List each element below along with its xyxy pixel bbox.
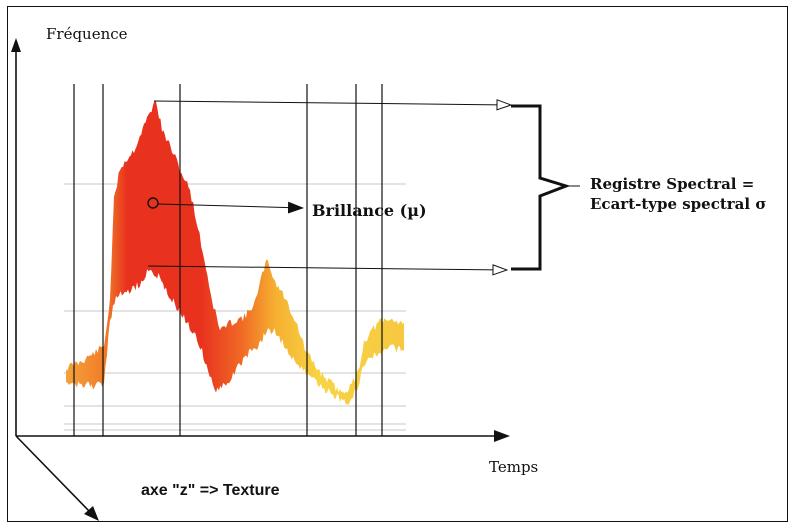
frequency-axis-label: Fréquence [46, 25, 128, 43]
register-label-line2: Ecart-type spectral σ [590, 195, 767, 213]
register-top-arrow [153, 101, 511, 105]
register-arrows [147, 101, 511, 270]
register-bottom-arrow [147, 266, 507, 270]
brightness-marker [147, 197, 304, 214]
texture-axis-arrowhead [84, 506, 99, 521]
time-axis-label: Temps [489, 458, 539, 476]
brightness-arrow [157, 201, 304, 214]
register-brace [511, 104, 571, 271]
grid-lines [64, 183, 406, 431]
texture-axis [15, 435, 91, 513]
frequency-axis-arrowhead [11, 38, 21, 52]
time-markers [73, 84, 383, 436]
time-axis-arrowhead [494, 430, 510, 442]
brightness-centroid-circle [147, 197, 159, 209]
register-label-line1: Registre Spectral = [590, 175, 755, 193]
brightness-label: Brillance (µ) [312, 201, 427, 220]
spectral-band [66, 100, 404, 405]
diagram-frame [7, 6, 788, 522]
axes [11, 38, 510, 521]
texture-axis-label: axe "z" => Texture [141, 482, 280, 499]
